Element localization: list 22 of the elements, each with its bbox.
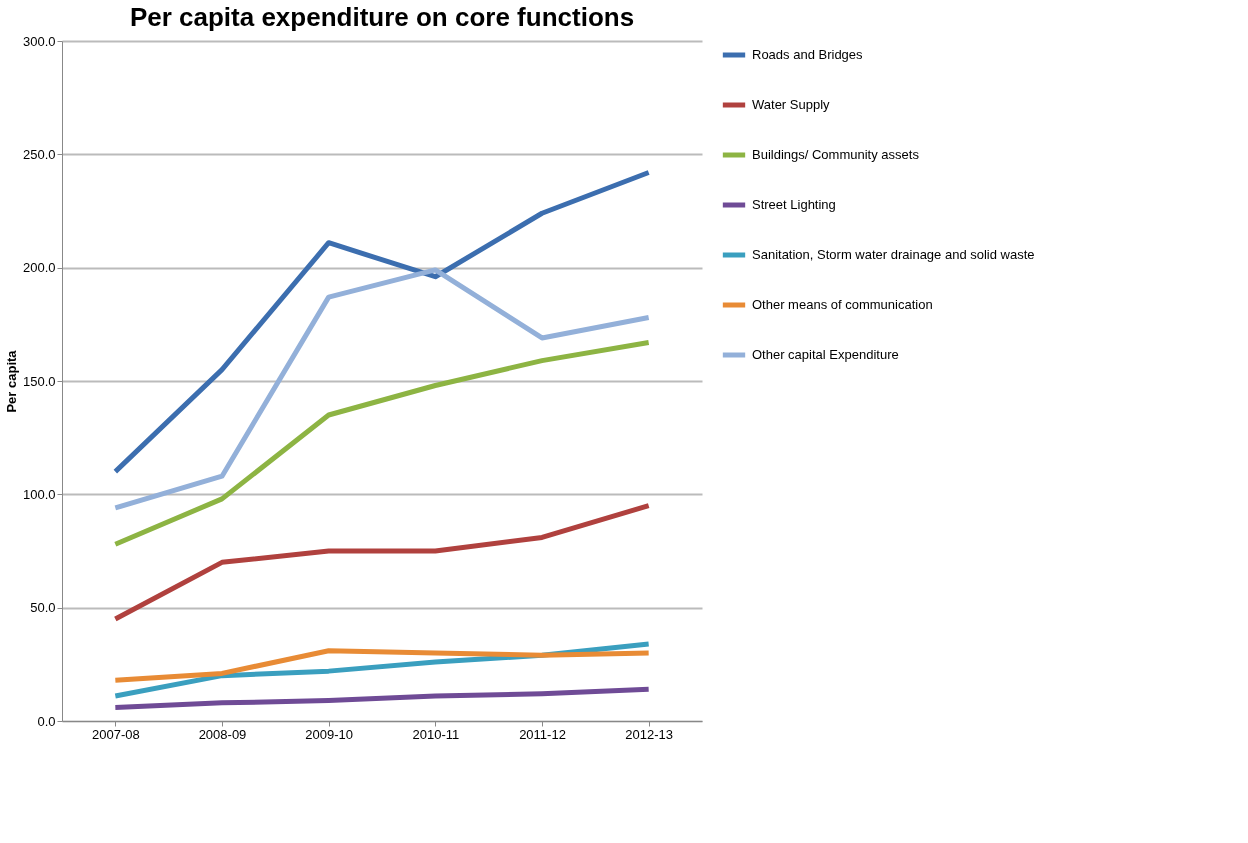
legend-label: Other means of communication bbox=[752, 297, 933, 312]
x-tick-label: 2011-12 bbox=[519, 726, 566, 742]
x-tick-label: 2010-11 bbox=[412, 726, 460, 742]
legend-label: Sanitation, Storm water drainage and solid waste bbox=[752, 247, 1035, 262]
x-tick-label: 2007-08 bbox=[91, 726, 140, 742]
x-tick-label: 2012-13 bbox=[625, 726, 674, 742]
legend-label: Roads and Bridges bbox=[752, 47, 864, 62]
y-tick-label: 300.0 bbox=[22, 33, 56, 49]
legend-label: Water Supply bbox=[752, 97, 831, 112]
y-tick-label: 100.0 bbox=[22, 486, 56, 502]
legend-label: Street Lighting bbox=[752, 197, 836, 212]
y-axis-title: Per capita bbox=[3, 349, 19, 413]
legend-label: Buildings/ Community assets bbox=[752, 147, 920, 162]
y-tick-label: 200.0 bbox=[22, 260, 56, 276]
y-tick-label: 50.0 bbox=[30, 600, 56, 616]
legend-label: Other capital Expenditure bbox=[752, 347, 899, 362]
y-tick-label: 0.0 bbox=[37, 713, 56, 729]
x-tick-label: 2009-10 bbox=[305, 726, 354, 742]
y-tick-label: 150.0 bbox=[22, 373, 56, 389]
chart-title: Per capita expenditure on core functions bbox=[129, 2, 635, 32]
x-tick-label: 2008-09 bbox=[198, 726, 247, 742]
y-tick-label: 250.0 bbox=[22, 146, 56, 162]
